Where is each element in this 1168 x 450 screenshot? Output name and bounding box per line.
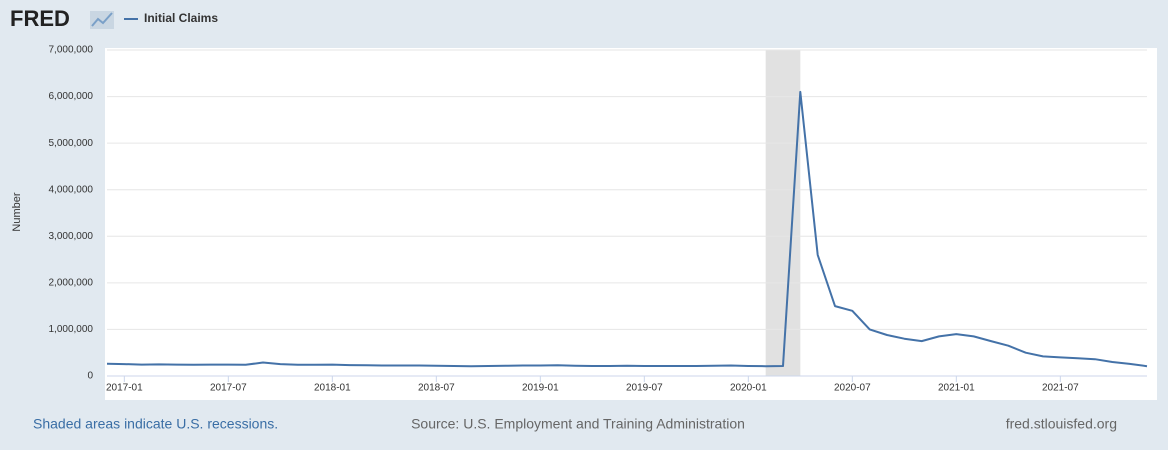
y-tick-label: 4,000,000 (49, 184, 94, 195)
recession-note[interactable]: Shaded areas indicate U.S. recessions. (33, 416, 278, 432)
x-tick-label: 2021-07 (1042, 383, 1079, 394)
x-tick-label: 2017-01 (106, 383, 143, 394)
legend-label: Initial Claims (144, 11, 218, 25)
plot-panel (105, 48, 1157, 400)
logo-icon (90, 11, 114, 29)
y-tick-label: 2,000,000 (49, 277, 94, 288)
x-tick-label: 2020-07 (834, 383, 871, 394)
x-tick-label: 2021-01 (938, 383, 975, 394)
y-tick-label: 7,000,000 (49, 45, 94, 56)
x-tick-label: 2019-07 (626, 383, 663, 394)
recession-band (765, 50, 801, 376)
x-tick-label: 2017-07 (210, 383, 247, 394)
y-tick-label: 1,000,000 (49, 324, 94, 335)
y-tick-label: 5,000,000 (49, 138, 94, 149)
logo[interactable]: FRED (10, 6, 70, 31)
series-line (106, 90, 1148, 368)
x-tick-label: 2020-01 (730, 383, 767, 394)
y-tick-label: 0 (87, 371, 93, 382)
y-tick-label: 3,000,000 (49, 231, 94, 242)
y-axis-label: Number (11, 192, 23, 231)
x-tick-label: 2018-07 (418, 383, 455, 394)
y-tick-label: 6,000,000 (49, 91, 94, 102)
site-link[interactable]: fred.stlouisfed.org (1006, 416, 1117, 432)
x-tick-label: 2019-01 (522, 383, 559, 394)
source: Source: U.S. Employment and Training Adm… (411, 416, 745, 432)
x-tick-label: 2018-01 (314, 383, 351, 394)
